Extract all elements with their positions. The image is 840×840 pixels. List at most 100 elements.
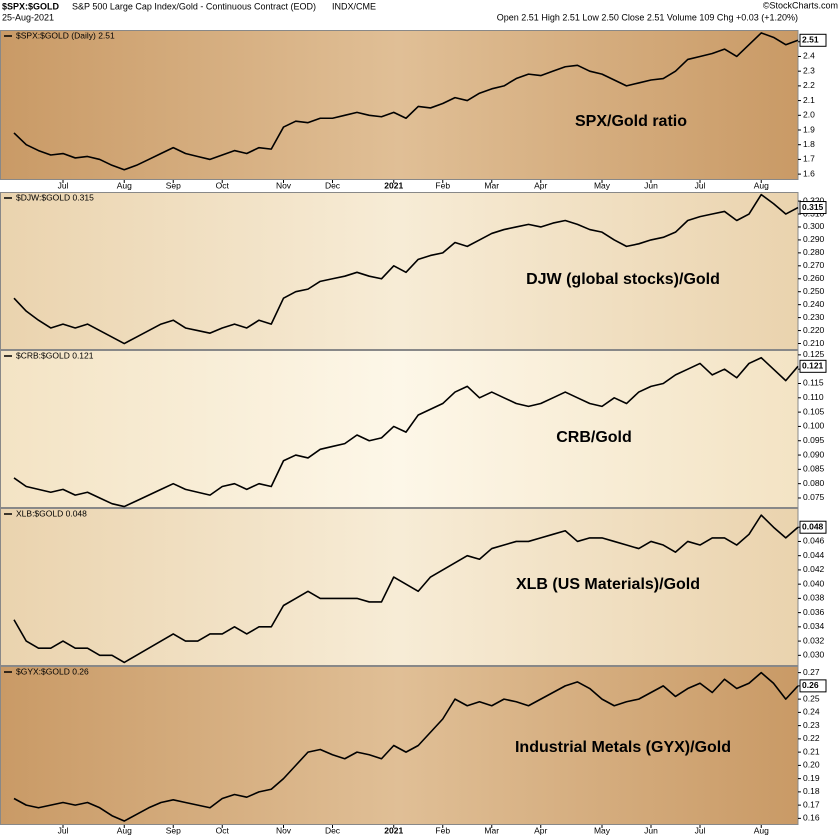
y-tick-label: 0.038 [803, 593, 825, 603]
panel-frame [0, 508, 799, 666]
price-line [13, 356, 799, 508]
x-tick-label: Oct [216, 825, 230, 835]
x-tick-label: Dec [325, 825, 341, 835]
x-tick-label: Mar [484, 825, 499, 835]
annotation: DJW (global stocks)/Gold [526, 271, 720, 288]
y-tick-label: 0.300 [803, 221, 825, 231]
y-tick-label: 0.030 [803, 650, 825, 660]
y-tick-label: 0.240 [803, 299, 825, 309]
x-tick-label: Jul [695, 180, 706, 190]
y-tick-label: 2.4 [803, 51, 815, 61]
price-line [13, 514, 799, 664]
y-tick-label: 0.080 [803, 478, 825, 488]
y-tick-label: 0.320 [803, 195, 825, 205]
axis-background [798, 30, 840, 180]
axis-background [798, 350, 840, 508]
y-tick-label: 0.16 [803, 813, 820, 823]
last-value-label: 0.121 [802, 361, 824, 371]
x-tick-label: Jun [644, 180, 658, 190]
panel-background [0, 30, 798, 180]
panel-background [0, 508, 798, 666]
y-tick-label: 0.036 [803, 607, 825, 617]
axis-background [798, 666, 840, 825]
y-tick-label: 0.125 [803, 349, 825, 359]
x-tick-label: Jun [644, 825, 658, 835]
y-tick-label: 0.032 [803, 635, 825, 645]
y-tick-label: 0.115 [803, 378, 824, 388]
y-tick-label: 0.23 [803, 720, 820, 730]
price-line [13, 671, 799, 822]
annotation: SPX/Gold ratio [575, 113, 687, 130]
exchange: INDX/CME [332, 1, 376, 11]
x-tick-label: Apr [534, 180, 547, 190]
x-tick-label: Aug [754, 825, 769, 835]
y-tick-label: 0.034 [803, 621, 825, 631]
x-tick-label: 2021 [384, 180, 403, 190]
annotation: CRB/Gold [556, 429, 632, 446]
annotation: Industrial Metals (GYX)/Gold [515, 739, 731, 756]
panel-frame [0, 666, 799, 825]
y-tick-label: 0.260 [803, 273, 825, 283]
y-tick-label: 0.090 [803, 449, 825, 459]
panel-title: XLB:$GOLD 0.048 [16, 508, 87, 518]
axis-background [798, 192, 840, 350]
x-tick-label: Aug [754, 180, 769, 190]
panel-background [0, 192, 798, 350]
x-tick-label: Nov [276, 825, 292, 835]
y-tick-label: 0.21 [803, 746, 820, 756]
y-tick-label: 0.22 [803, 733, 820, 743]
last-value-box [799, 679, 827, 693]
y-tick-label: 0.095 [803, 435, 825, 445]
date: 25-Aug-2021 [2, 12, 54, 22]
x-tick-label: Feb [435, 180, 450, 190]
y-tick-label: 0.100 [803, 421, 825, 431]
y-tick-label: 2.2 [803, 80, 815, 90]
y-tick-label: 0.19 [803, 773, 820, 783]
last-value-label: 0.048 [802, 521, 824, 531]
last-value-box [799, 359, 827, 373]
y-tick-label: 0.17 [803, 799, 820, 809]
y-tick-label: 2.3 [803, 65, 815, 75]
price-line [13, 193, 799, 345]
x-tick-label: Dec [325, 180, 341, 190]
x-tick-label: Jul [58, 180, 69, 190]
y-tick-label: 0.220 [803, 325, 825, 335]
y-tick-label: 1.8 [803, 139, 815, 149]
price-line [13, 32, 799, 171]
x-tick-label: Aug [117, 180, 132, 190]
axis-background [798, 508, 840, 666]
y-tick-label: 0.280 [803, 247, 825, 257]
y-tick-label: 0.040 [803, 578, 825, 588]
x-tick-label: May [594, 825, 611, 835]
y-tick-label: 0.210 [803, 338, 825, 348]
y-tick-label: 0.250 [803, 286, 825, 296]
x-tick-label: Mar [484, 180, 499, 190]
x-tick-label: May [594, 180, 611, 190]
x-tick-label: Apr [534, 825, 547, 835]
panel-title: $GYX:$GOLD 0.26 [16, 666, 89, 676]
credit: ©StockCharts.com [763, 0, 838, 10]
y-tick-label: 0.18 [803, 786, 820, 796]
y-tick-label: 1.9 [803, 124, 815, 134]
x-tick-label: Sep [166, 180, 181, 190]
y-tick-label: 0.044 [803, 550, 825, 560]
y-tick-label: 0.230 [803, 312, 825, 322]
x-tick-label: Aug [117, 825, 132, 835]
panel-frame [0, 30, 799, 180]
panel-frame [0, 350, 799, 508]
y-tick-label: 0.24 [803, 707, 820, 717]
last-value-box [799, 33, 827, 47]
panel-title: $DJW:$GOLD 0.315 [16, 192, 94, 202]
y-tick-label: 0.075 [803, 492, 825, 502]
x-tick-label: Jul [58, 825, 69, 835]
symbol: $SPX:$GOLD [2, 1, 60, 11]
y-tick-label: 0.25 [803, 693, 820, 703]
panel-title: $CRB:$GOLD 0.121 [16, 350, 94, 360]
description: S&P 500 Large Cap Index/Gold - Continuou… [72, 1, 316, 11]
panel-background [0, 666, 798, 825]
x-tick-label: Jul [695, 825, 706, 835]
y-tick-label: 0.042 [803, 564, 825, 574]
last-value-box [799, 201, 827, 215]
last-value-label: 0.315 [802, 202, 824, 212]
